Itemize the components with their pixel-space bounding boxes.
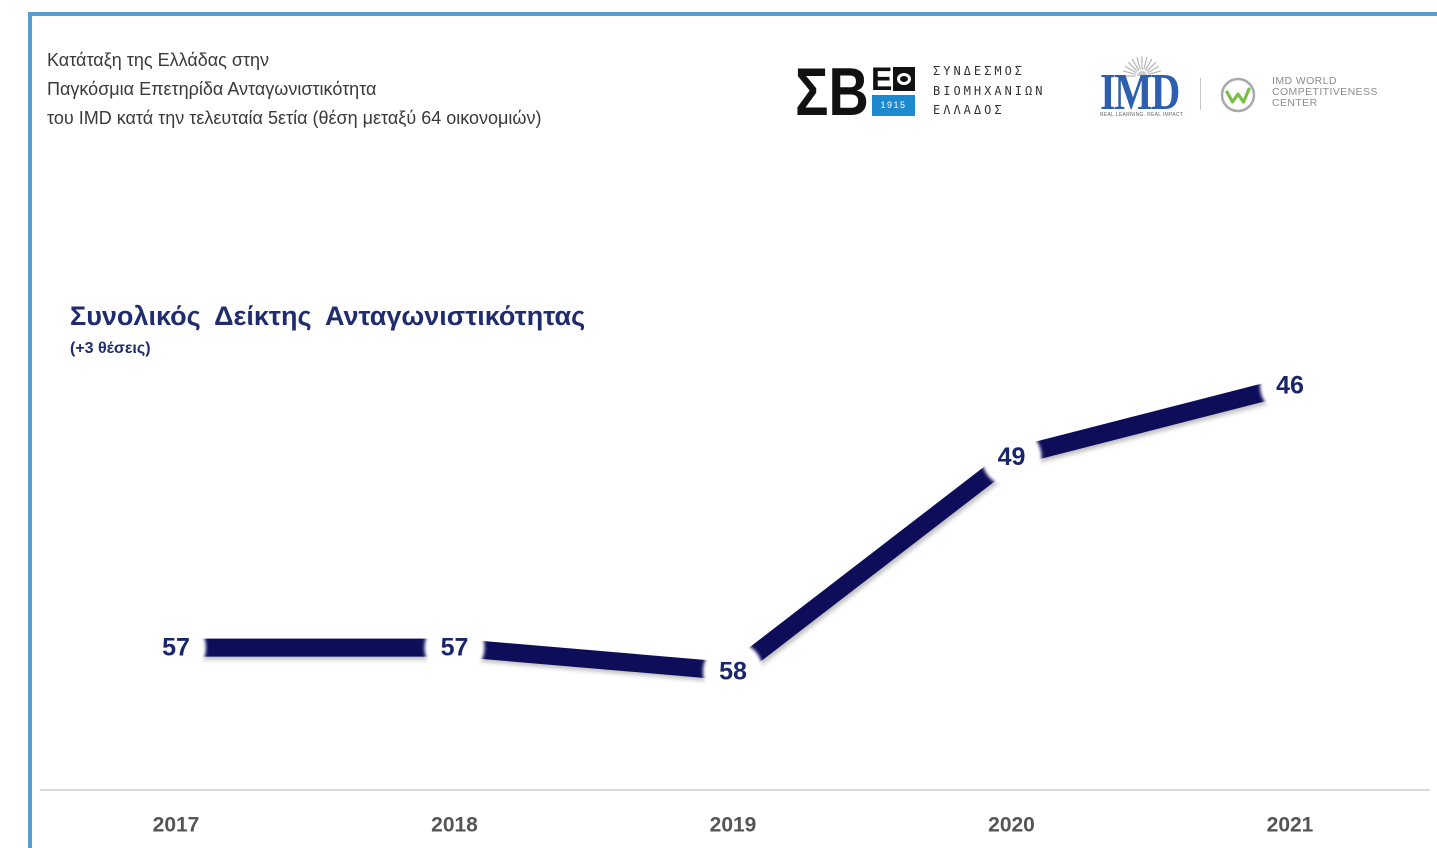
- logo-separator: [1200, 78, 1201, 110]
- header-line-3: του IMD κατά την τελευταία 5ετία (θέση μ…: [47, 108, 542, 128]
- sunburst-core: [1137, 71, 1147, 76]
- sbe-name-line-2: ΒΙΟΜΗΧΑΝΙΩΝ: [933, 83, 1046, 98]
- wcc-name-line-1: IMD WORLD: [1272, 75, 1337, 87]
- w-circle-glyph: [1225, 87, 1251, 104]
- sbe-logo-name: ΣΥΝΔΕΣΜΟΣ ΒΙΟΜΗΧΑΝΙΩΝ ΕΛΛΑΔΟΣ: [933, 62, 1045, 121]
- imd-logo-tagline: REAL LEARNING. REAL IMPACT: [1100, 112, 1184, 118]
- sbe-name-line-1: ΣΥΝΔΕΣΜΟΣ: [933, 64, 1026, 78]
- chart-subtitle: (+3 θέσεις): [70, 340, 151, 357]
- sunburst-rays: [1122, 56, 1162, 77]
- sbe-logo-mark: ΣΒ: [795, 54, 869, 130]
- w-circle-ring: [1220, 77, 1256, 113]
- wcc-logo-name: IMD WORLD COMPETITIVENESS CENTER: [1272, 76, 1378, 109]
- sbe-name-line-3: ΕΛΛΑΔΟΣ: [933, 103, 1005, 117]
- w-circle-icon: [1220, 77, 1256, 113]
- header-text: Κατάταξη της Ελλάδας στην Παγκόσμια Επετ…: [47, 46, 541, 133]
- sunburst-icon: [1122, 56, 1162, 77]
- wcc-name-line-3: CENTER: [1272, 97, 1318, 109]
- header-line-1: Κατάταξη της Ελλάδας στην: [47, 50, 270, 70]
- imd-logos: IMD REAL LEARNING. REAL IMPACT IMD WORLD…: [1095, 52, 1395, 127]
- chart-title: Συνολικός Δείκτης Ανταγωνιστικότητας: [70, 301, 586, 331]
- imd-logo-mark: IMD: [1100, 64, 1180, 121]
- sbe-logo-letter: Ε: [871, 61, 893, 97]
- sbe-emblem-icon: [893, 67, 915, 91]
- sbe-logo-year: 1915: [872, 95, 915, 116]
- chart-card: [28, 12, 1437, 848]
- sbe-emblem-ring: [897, 73, 911, 85]
- wcc-name-line-2: COMPETITIVENESS: [1272, 86, 1378, 98]
- sbe-logo: ΣΒ Ε 1915 ΣΥΝΔΕΣΜΟΣ ΒΙΟΜΗΧΑΝΙΩΝ ΕΛΛΑΔΟΣ: [795, 54, 1065, 130]
- header-line-2: Παγκόσμια Επετηρίδα Ανταγωνιστικότητα: [47, 79, 377, 99]
